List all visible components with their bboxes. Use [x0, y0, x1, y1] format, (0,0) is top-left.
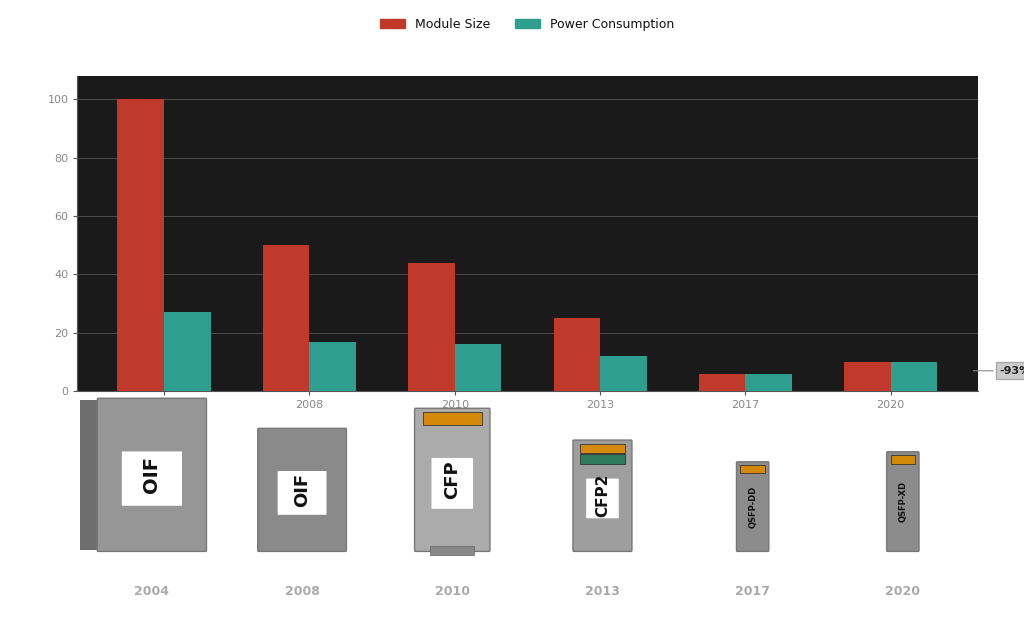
Bar: [698, 374, 745, 391]
FancyBboxPatch shape: [573, 440, 632, 551]
Text: OIF: OIF: [142, 456, 162, 493]
Bar: [600, 356, 646, 391]
Text: 2004: 2004: [134, 584, 169, 598]
Text: 2020: 2020: [886, 584, 921, 598]
Bar: [455, 345, 501, 391]
Text: -93%: -93%: [974, 366, 1024, 376]
Text: 2013: 2013: [585, 584, 620, 598]
Bar: [891, 362, 937, 391]
Bar: [740, 465, 765, 473]
Bar: [80, 399, 100, 550]
FancyBboxPatch shape: [887, 452, 919, 551]
Bar: [580, 454, 626, 464]
FancyBboxPatch shape: [122, 451, 182, 506]
Text: QSFP-XD: QSFP-XD: [898, 481, 907, 522]
Text: 2010: 2010: [435, 584, 470, 598]
FancyBboxPatch shape: [431, 458, 473, 509]
Text: QSFP-DD: QSFP-DD: [749, 485, 757, 528]
Bar: [309, 341, 356, 391]
Bar: [580, 444, 626, 453]
FancyBboxPatch shape: [258, 428, 346, 551]
Text: 2017: 2017: [735, 584, 770, 598]
FancyBboxPatch shape: [97, 398, 207, 551]
Text: 2008: 2008: [285, 584, 319, 598]
Bar: [118, 99, 164, 391]
Bar: [430, 546, 474, 555]
Text: CFP2: CFP2: [595, 474, 610, 517]
Bar: [164, 312, 211, 391]
Bar: [263, 245, 309, 391]
Bar: [409, 262, 455, 391]
FancyBboxPatch shape: [415, 408, 489, 551]
Bar: [844, 362, 891, 391]
FancyBboxPatch shape: [736, 462, 769, 551]
FancyBboxPatch shape: [278, 471, 327, 515]
Bar: [891, 455, 915, 464]
Legend: Module Size, Power Consumption: Module Size, Power Consumption: [375, 13, 680, 35]
Text: OIF: OIF: [293, 473, 311, 507]
Bar: [423, 413, 481, 425]
Text: CFP: CFP: [443, 461, 461, 499]
Bar: [745, 374, 792, 391]
Bar: [554, 318, 600, 391]
FancyBboxPatch shape: [586, 478, 618, 518]
